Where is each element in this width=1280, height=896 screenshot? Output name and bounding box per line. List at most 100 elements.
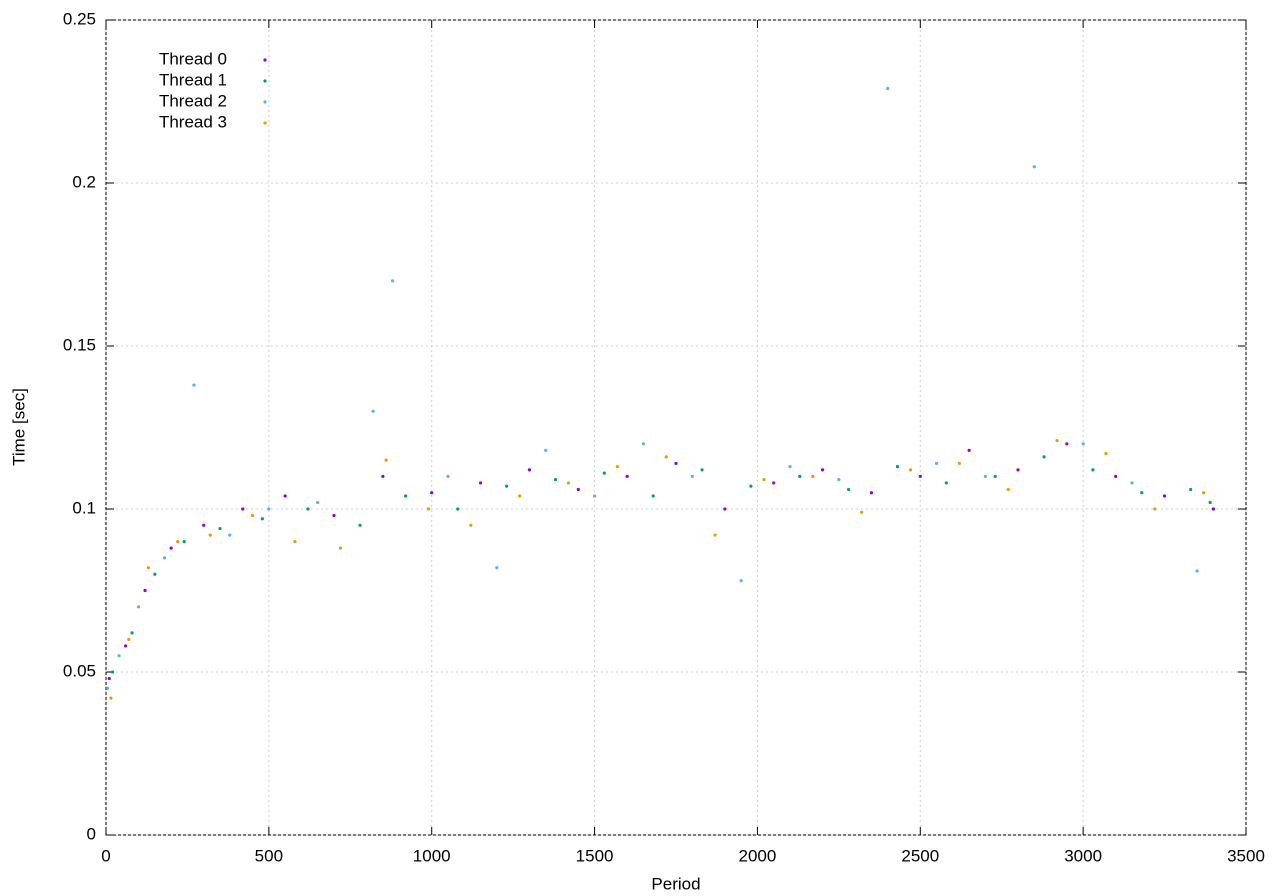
point [1104,451,1108,456]
point [592,494,597,498]
point [371,409,375,413]
point [1006,487,1010,492]
point [430,491,434,495]
point [664,455,668,459]
x-tick-label: 500 [255,846,283,865]
point [192,383,196,387]
point [690,474,694,478]
point [106,686,110,690]
x-axis-label: Period [651,874,700,893]
point [146,566,150,570]
point [241,507,245,511]
point [788,465,792,469]
point [847,487,851,492]
point [674,461,678,465]
point [1162,494,1167,498]
point [820,468,825,472]
point [469,523,473,527]
point [798,474,802,478]
point [218,526,222,531]
point [250,513,255,518]
point [837,478,841,482]
point [811,474,815,478]
point [130,631,134,635]
point [1195,569,1199,573]
x-tick-label: 3500 [1227,846,1265,865]
point [908,468,913,472]
point [772,481,776,485]
point [478,481,483,485]
point [358,523,362,527]
point [293,540,297,544]
y-tick-label: 0 [87,824,96,843]
point [163,556,167,560]
point [391,279,395,283]
point [625,474,629,478]
y-tick-label: 0.05 [63,661,96,680]
point [404,494,408,498]
point [143,588,147,593]
point [495,566,499,570]
point [944,481,948,485]
point [700,468,704,472]
point [1114,474,1118,478]
point [934,461,939,465]
point [107,676,111,681]
point [983,474,988,478]
point [109,696,113,700]
point [117,654,121,658]
point [1042,455,1046,459]
point [544,448,548,452]
point [641,442,646,446]
point [202,523,206,527]
point [123,644,128,648]
x-tick-label: 2500 [901,846,939,865]
point [384,458,388,462]
x-tick-label: 1000 [413,846,451,865]
y-tick-label: 0.2 [72,172,96,191]
point [1211,507,1216,511]
point [1208,500,1212,505]
point [602,471,606,475]
y-tick-label: 0.15 [63,335,96,354]
point [110,670,115,674]
point [918,474,922,478]
point [1091,468,1095,472]
point [860,510,864,514]
point [316,500,320,505]
point [1032,165,1036,169]
plot-frame [105,19,1247,836]
legend-marker [263,79,267,83]
point [505,484,509,488]
legend-marker [263,121,267,125]
point [1130,481,1134,485]
point [967,448,971,452]
point [127,637,131,642]
legend-marker [263,100,267,104]
point [723,507,727,511]
x-tick-label: 2000 [739,846,777,865]
point [136,605,141,609]
point [518,494,522,498]
point [869,491,874,495]
point [527,468,532,472]
point [576,487,580,492]
point [615,465,619,469]
point [749,484,753,488]
point [1081,442,1085,446]
point [886,86,890,91]
point [260,517,264,521]
point [553,478,558,482]
point [651,494,655,498]
legend-label: Thread 2 [159,91,227,110]
point [332,513,336,518]
point [1065,442,1069,446]
legend-label: Thread 0 [159,49,227,68]
point [1055,438,1059,443]
y-tick-label: 0.25 [63,9,96,28]
point [762,478,766,482]
point [208,533,212,537]
legend-label: Thread 3 [159,112,227,131]
point [1189,487,1193,492]
legend-marker [263,58,267,62]
